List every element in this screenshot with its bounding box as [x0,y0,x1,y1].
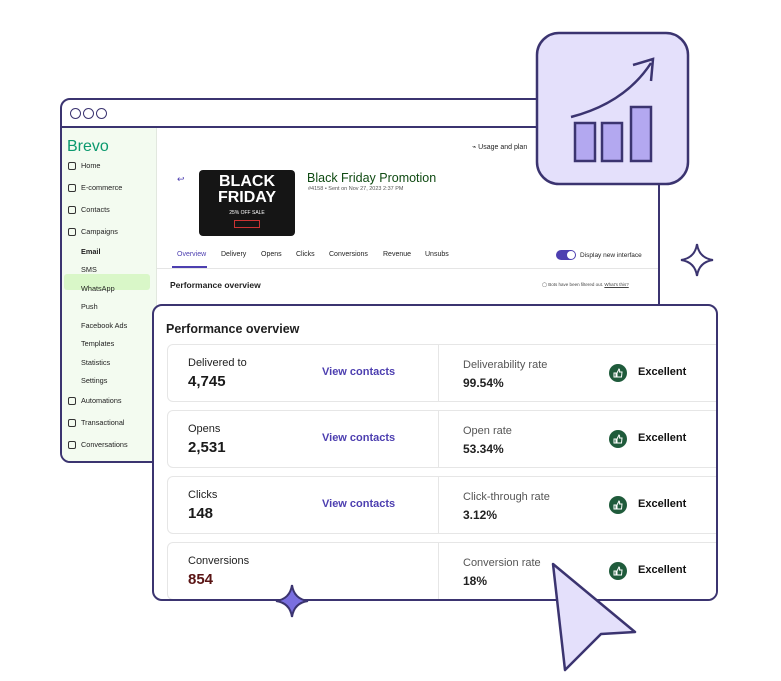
tab[interactable]: Overview [177,251,207,258]
nav-item[interactable]: Automations [68,396,122,405]
tab[interactable]: Clicks [296,251,315,258]
nav-item[interactable]: SMS [81,265,97,274]
metric-label: Clicks [188,489,218,501]
bots-note: ◯ Bots have been filtered out. What's th… [542,282,629,287]
banner: BLACK FRIDAY 25% OFF SALE [199,170,295,236]
window-dot [96,108,107,119]
tab[interactable]: Delivery [221,251,247,258]
nav-item[interactable]: Facebook Ads [81,321,128,330]
icon-bar [600,121,624,163]
rate-value: 53.34% [463,442,504,456]
rate-label: Deliverability rate [463,359,548,371]
toggle[interactable] [556,250,576,260]
metric-row: Conversions 854 Conversion rate 18% Excellen… [167,542,716,599]
toggle-label: Display new interface [580,252,642,259]
sparkle [680,243,714,277]
nav-item[interactable]: Templates [81,339,115,348]
sparkle [275,584,309,618]
back-button[interactable]: ↩ [177,174,185,184]
chart-icon [535,31,690,186]
metric-label: Conversions [188,555,250,567]
thumb-icon [609,364,627,382]
metric-value: 148 [188,505,214,522]
divider [438,345,439,401]
rate-value: 99.54% [463,376,504,390]
thumb-icon [609,430,627,448]
nav-item[interactable]: E-commerce [67,183,123,192]
nav-item[interactable]: Conversations [68,440,128,449]
nav-item[interactable]: Statistics [81,358,111,367]
metric-value: 2,531 [188,439,226,456]
rate-value: 18% [463,574,488,588]
nav-item[interactable]: Contacts [68,205,110,214]
title-bar [62,100,658,128]
whats-this[interactable]: What's this? [604,282,629,287]
cursor-shape [551,562,637,672]
banner-button [234,220,260,228]
metric-row: Delivered to 4,745 View contacts Deliverabi… [167,344,716,402]
thumb-icon [609,496,627,514]
metric-row: Opens 2,531 View contacts Open rate 53.34% Ex… [167,410,716,468]
status: Excellent [638,564,687,576]
view-contacts[interactable]: View contacts [322,366,396,378]
icon-bar [629,105,653,163]
view-contacts[interactable]: View contacts [322,498,396,510]
usage-text: Usage and plan [478,144,528,151]
divider [438,411,439,467]
divider [438,543,439,599]
rate-label: Click-through rate [463,491,550,503]
rate-label: Open rate [463,425,512,437]
cursor [551,562,637,672]
tab[interactable]: Unsubs [425,251,449,258]
sparkle-shape [275,584,309,618]
sparkle-shape [680,243,714,277]
metric-value: 4,745 [188,373,226,390]
icon-arrow [570,62,653,119]
card-title: Performance overview [166,322,300,336]
nav-item[interactable]: Settings [81,376,108,385]
metric-label: Opens [188,423,221,435]
view-contacts[interactable]: View contacts [322,432,396,444]
tab[interactable]: Opens [261,251,282,258]
performance-card: Performance overview Delivered to 4,745 Vi… [152,304,718,601]
usage-link[interactable]: ⌁ Usage and plan [472,144,528,151]
thumb-icon [609,562,627,580]
nav-item[interactable]: Home [67,161,101,170]
banner-line: FRIDAY [217,189,277,206]
bots-text: Bots have been filtered out. [548,282,604,287]
status: Excellent [638,432,687,444]
metric-value: 854 [188,571,214,588]
nav-item[interactable]: Email [81,247,101,256]
tab[interactable]: Conversions [329,251,368,258]
rate-label: Conversion rate [463,557,541,569]
window-dot [83,108,94,119]
nav-item[interactable]: Transactional [68,418,125,427]
window-dot [70,108,81,119]
banner-line: 25% OFF SALE [229,210,265,216]
rate-value: 3.12% [463,508,498,522]
nav-item[interactable]: Push [81,302,98,311]
tab[interactable]: Revenue [383,251,412,258]
tab-underline [172,266,207,268]
icon-arrowhead [632,57,655,82]
icon-bar [573,121,597,163]
metric-row: Clicks 148 View contacts Click-through rate… [167,476,716,534]
nav-item[interactable]: WhatsApp [81,284,115,293]
sidebar: Home E-commerce Contacts Campaigns Email SMS W… [62,128,157,461]
nav-item[interactable]: Campaigns [68,227,118,236]
metric-label: Delivered to [188,357,247,369]
status: Excellent [638,366,687,378]
status: Excellent [638,498,687,510]
section-title: Performance overview [170,280,261,290]
banner-line: BLACK [219,173,275,190]
campaign-meta: #4158 • Sent on Nov 27, 2023 2:37 PM [308,186,404,192]
divider [438,477,439,533]
divider [157,268,658,269]
logo: Brevo [67,138,109,155]
nav-selected [64,274,150,290]
campaign-title: Black Friday Promotion [307,171,437,185]
